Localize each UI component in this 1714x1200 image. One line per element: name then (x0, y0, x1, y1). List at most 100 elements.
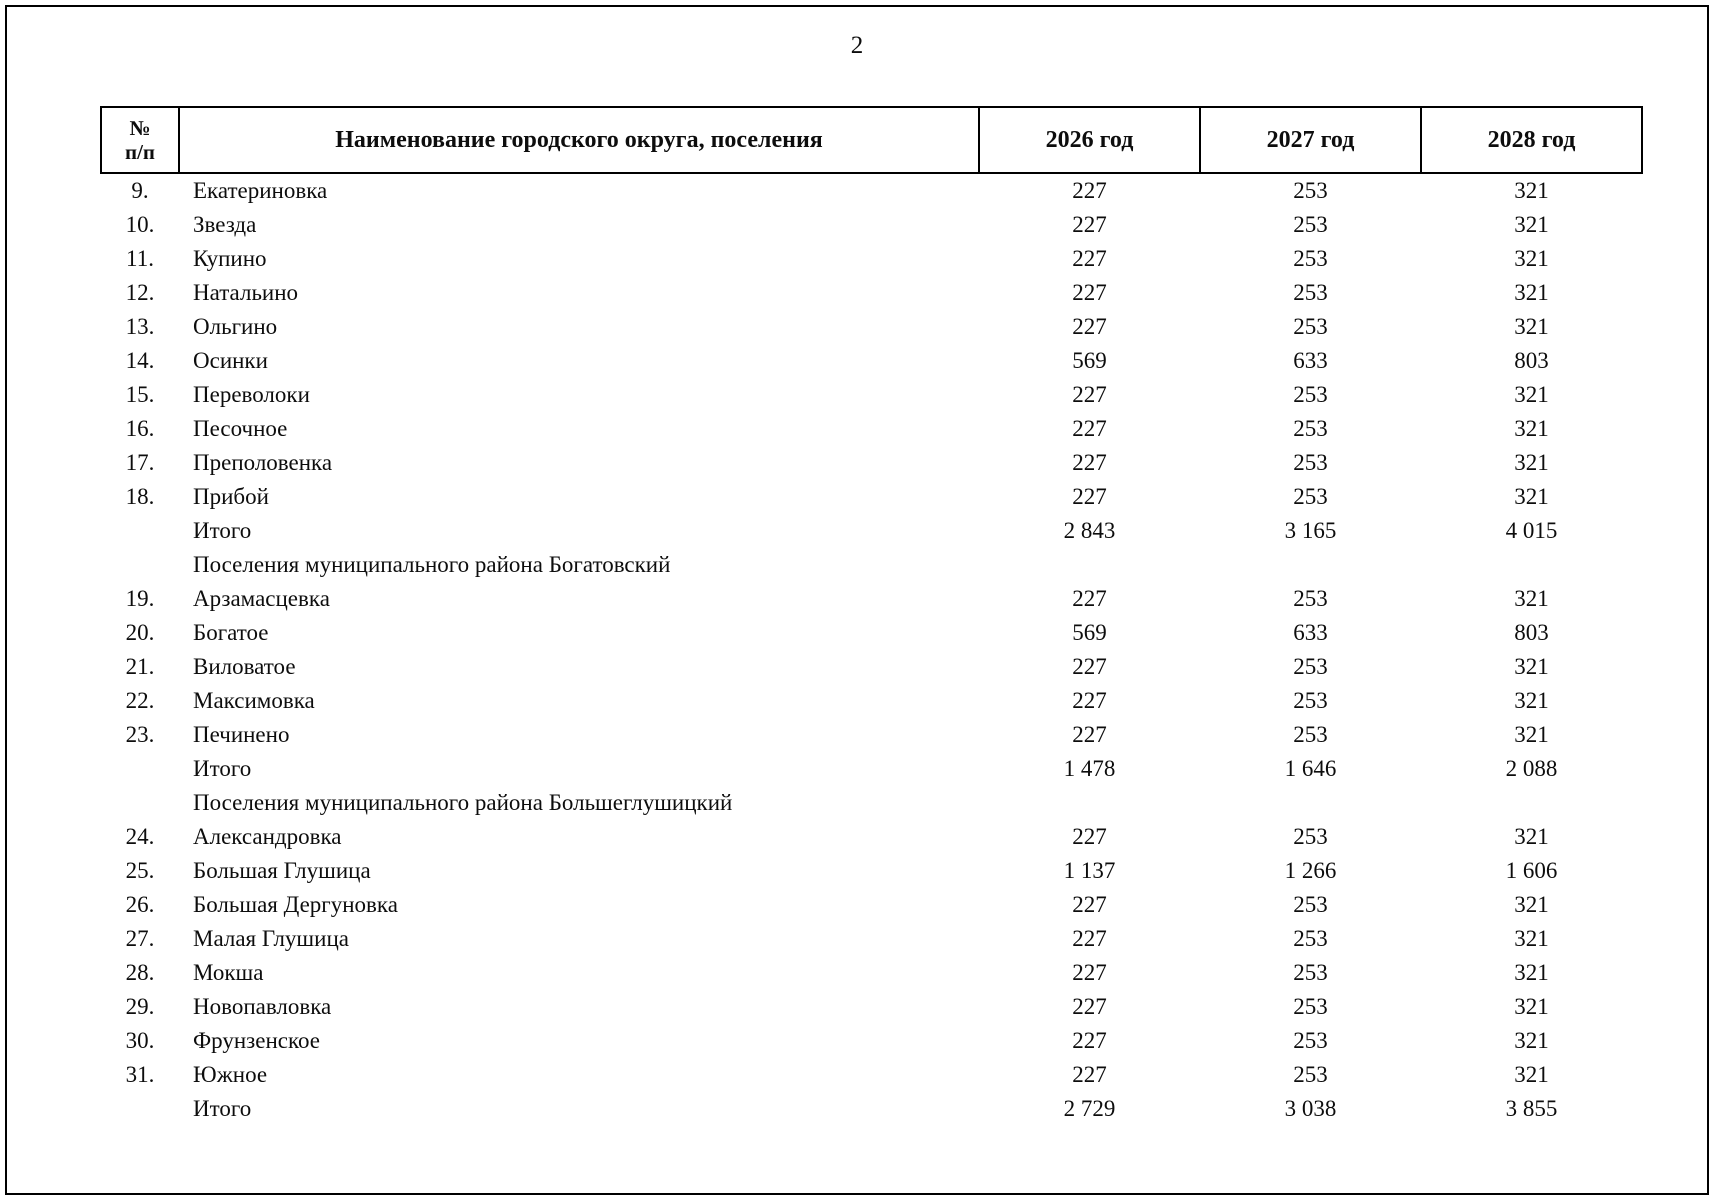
row-name: Арзамасцевка (193, 586, 330, 611)
row-name: Итого (193, 756, 252, 781)
table-row: 22. Максимовка 227 253 321 (101, 684, 1642, 718)
row-value-2026: 227 (1072, 688, 1107, 713)
total-row: Итого 1 478 1 646 2 088 (101, 752, 1642, 786)
row-value-2027: 253 (1293, 688, 1328, 713)
row-number: 30. (125, 1028, 155, 1053)
row-value-2027: 253 (1293, 994, 1328, 1019)
row-number (101, 1092, 179, 1126)
row-name: Прибой (193, 484, 269, 509)
table-row: 29. Новопавловка 227 253 321 (101, 990, 1642, 1024)
row-value-2027: 253 (1293, 960, 1328, 985)
row-name: Ольгино (193, 314, 278, 339)
row-value-2028: 321 (1514, 280, 1549, 305)
table-row: 12. Натальино 227 253 321 (101, 276, 1642, 310)
row-value-2027: 253 (1293, 654, 1328, 679)
row-number: 27. (125, 926, 155, 951)
row-number: 16. (125, 416, 155, 441)
total-row: Итого 2 729 3 038 3 855 (101, 1092, 1642, 1126)
row-number: 23. (125, 722, 155, 747)
row-value-2028: 321 (1514, 246, 1549, 271)
section-row: Поселения муниципального района Большегл… (101, 786, 1642, 820)
row-value-2028: 321 (1514, 654, 1549, 679)
row-value-2026: 227 (1072, 416, 1107, 441)
table-row: 23. Печинено 227 253 321 (101, 718, 1642, 752)
row-value-2027: 633 (1293, 620, 1328, 645)
row-value-2026: 2 729 (1063, 1096, 1116, 1121)
row-name: Осинки (193, 348, 268, 373)
row-name: Звезда (193, 212, 257, 237)
row-value-2027: 253 (1293, 484, 1328, 509)
row-value-2026: 227 (1072, 212, 1107, 237)
row-value-2027: 253 (1293, 926, 1328, 951)
row-value-2026 (979, 548, 1200, 582)
row-value-2028: 321 (1514, 994, 1549, 1019)
row-value-2028: 1 606 (1505, 858, 1558, 883)
row-value-2027: 253 (1293, 212, 1328, 237)
row-value-2026: 227 (1072, 722, 1107, 747)
row-number: 10. (125, 212, 155, 237)
row-value-2026: 227 (1072, 586, 1107, 611)
row-name: Печинено (193, 722, 290, 747)
table-row: 25. Большая Глушица 1 137 1 266 1 606 (101, 854, 1642, 888)
table-row: 27. Малая Глушица 227 253 321 (101, 922, 1642, 956)
row-number: 19. (125, 586, 155, 611)
row-value-2026: 227 (1072, 382, 1107, 407)
row-number: 21. (125, 654, 155, 679)
row-value-2027: 253 (1293, 416, 1328, 441)
table-row: 20. Богатое 569 633 803 (101, 616, 1642, 650)
table-row: 15. Переволоки 227 253 321 (101, 378, 1642, 412)
row-value-2027: 3 165 (1284, 518, 1337, 543)
row-value-2028: 4 015 (1505, 518, 1558, 543)
row-name: Итого (193, 518, 252, 543)
row-number: 12. (125, 280, 155, 305)
table-row: 16. Песочное 227 253 321 (101, 412, 1642, 446)
row-value-2027: 1 266 (1284, 858, 1337, 883)
header-2026: 2026 год (978, 106, 1201, 174)
table-row: 26. Большая Дергуновка 227 253 321 (101, 888, 1642, 922)
row-name: Малая Глушица (193, 926, 349, 951)
page-number: 2 (850, 32, 864, 59)
row-value-2026: 227 (1072, 926, 1107, 951)
table-row: 10. Звезда 227 253 321 (101, 208, 1642, 242)
row-name: Максимовка (193, 688, 315, 713)
table-row: 9. Екатериновка 227 253 321 (101, 173, 1642, 208)
row-name: Большая Дергуновка (193, 892, 398, 917)
section-row: Поселения муниципального района Богатовс… (101, 548, 1642, 582)
table-row: 18. Прибой 227 253 321 (101, 480, 1642, 514)
row-value-2027: 253 (1293, 450, 1328, 475)
row-value-2026: 227 (1072, 994, 1107, 1019)
row-name: Переволоки (193, 382, 310, 407)
row-value-2026: 1 137 (1063, 858, 1116, 883)
row-name: Купино (193, 246, 267, 271)
row-number: 29. (125, 994, 155, 1019)
header-name: Наименование городского округа, поселени… (178, 106, 980, 174)
header-2028: 2028 год (1420, 106, 1643, 174)
row-value-2028 (1421, 786, 1642, 820)
row-number: 15. (125, 382, 155, 407)
table-row: 13. Ольгино 227 253 321 (101, 310, 1642, 344)
row-number: 22. (125, 688, 155, 713)
settlements-table: № п/п Наименование городского округа, по… (100, 106, 1643, 1126)
row-value-2028: 2 088 (1505, 756, 1558, 781)
row-value-2026: 2 843 (1063, 518, 1116, 543)
row-value-2028: 321 (1514, 722, 1549, 747)
row-name: Екатериновка (193, 178, 328, 203)
row-value-2027: 253 (1293, 280, 1328, 305)
row-name: Новопавловка (193, 994, 332, 1019)
row-value-2027: 1 646 (1284, 756, 1337, 781)
row-value-2026: 227 (1072, 892, 1107, 917)
row-value-2027: 253 (1293, 178, 1328, 203)
row-name: Александровка (193, 824, 342, 849)
row-value-2026 (979, 786, 1200, 820)
row-name: Итого (193, 1096, 252, 1121)
row-number: 31. (125, 1062, 155, 1087)
row-value-2028: 321 (1514, 892, 1549, 917)
total-row: Итого 2 843 3 165 4 015 (101, 514, 1642, 548)
table-row: 28. Мокша 227 253 321 (101, 956, 1642, 990)
row-number: 26. (125, 892, 155, 917)
header-2027: 2027 год (1199, 106, 1422, 174)
row-value-2027: 253 (1293, 246, 1328, 271)
row-number: 24. (125, 824, 155, 849)
row-value-2027 (1200, 548, 1421, 582)
table-row: 31. Южное 227 253 321 (101, 1058, 1642, 1092)
